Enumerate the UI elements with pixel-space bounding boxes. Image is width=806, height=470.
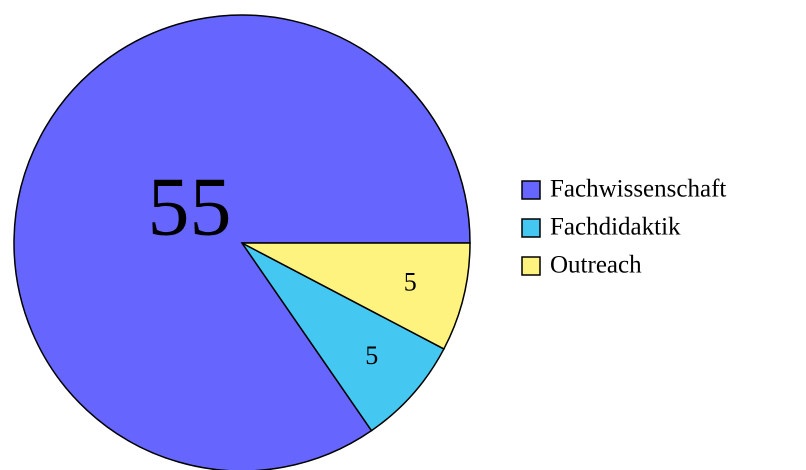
pie-slice	[241, 242, 471, 350]
slice-label: 55	[148, 161, 232, 254]
slice-label: 5	[404, 267, 417, 296]
legend-swatch	[521, 218, 541, 238]
legend-label: Fachwissenschaft	[550, 176, 726, 203]
pie-slice	[241, 242, 445, 432]
legend-label: Fachdidaktik	[550, 214, 681, 241]
legend-label: Outreach	[550, 252, 642, 279]
slice-label: 5	[365, 341, 378, 370]
legend-swatch	[521, 180, 541, 200]
legend-swatch	[521, 256, 541, 276]
